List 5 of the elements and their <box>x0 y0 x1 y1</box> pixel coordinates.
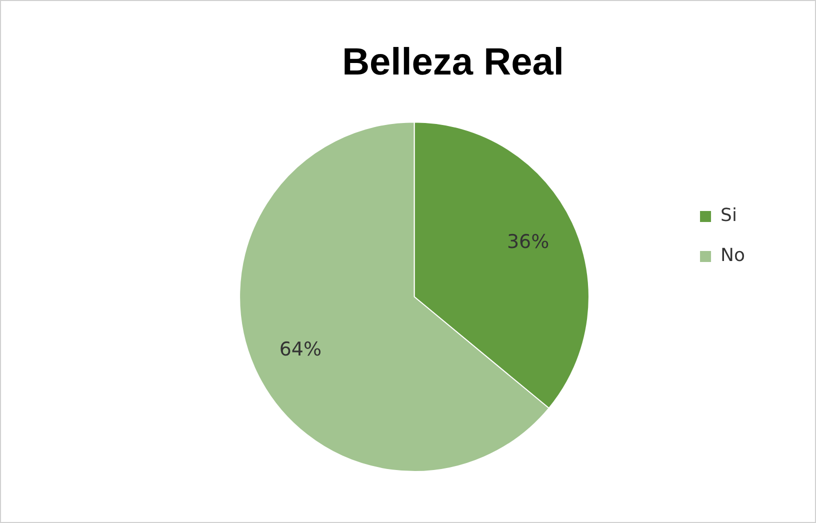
legend-label: Si <box>720 205 737 226</box>
data-label: 36% <box>506 231 550 254</box>
data-label: 64% <box>279 338 322 360</box>
legend-label: No <box>720 245 746 266</box>
chart-title: Belleza Real <box>342 41 564 84</box>
